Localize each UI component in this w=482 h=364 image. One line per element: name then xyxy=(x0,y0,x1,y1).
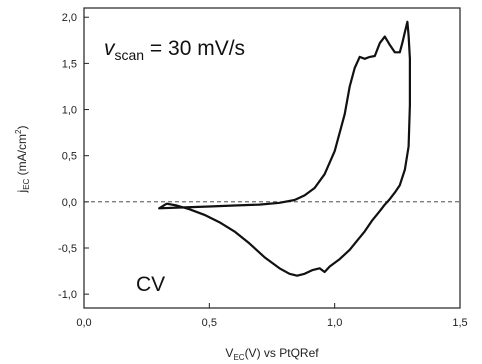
x-tick-label: 0,5 xyxy=(202,317,217,329)
y-tick-label: -1,0 xyxy=(58,289,77,301)
y-axis-title-main: j xyxy=(15,190,29,194)
y-tick-label: 1,5 xyxy=(62,58,77,70)
ticks-layer: 0,0 0,5 1,0 1,5 -1,0 -0,5 0,0 0,5 1,0 1,5 2,0 xyxy=(58,12,468,329)
plot-frame xyxy=(83,7,461,309)
y-tick-label: -0,5 xyxy=(58,243,77,255)
x-tick-label: 0,0 xyxy=(76,317,91,329)
y-tick-label: 0,5 xyxy=(62,151,77,163)
x-tick-label: 1,5 xyxy=(452,317,467,329)
scan-rate-annotation: vscan = 30 mV/s xyxy=(104,37,245,63)
scan-rate-sub: scan xyxy=(115,47,145,63)
cv-curve-series-0 xyxy=(158,20,411,277)
y-axis-title-close: ) xyxy=(15,126,29,130)
scan-rate-var: v xyxy=(104,37,116,60)
y-axis-title-rest: (mA/cm xyxy=(15,134,29,179)
y-axis-title-sub: EC xyxy=(22,178,31,189)
y-tick-label: 2,0 xyxy=(62,12,77,24)
cv-label: CV xyxy=(136,273,165,296)
y-axis-title: jEC (mA/cm2) xyxy=(14,126,31,194)
y-axis-title-sup: 2 xyxy=(14,129,23,134)
x-axis-title-main: V xyxy=(225,346,233,360)
x-axis-title-sub: EC xyxy=(233,353,244,362)
x-tick-label: 1,0 xyxy=(327,317,342,329)
x-axis-title-rest: (V) vs PtQRef xyxy=(245,346,320,360)
y-tick-label: 1,0 xyxy=(62,105,77,117)
y-tick-label: 0,0 xyxy=(62,197,77,209)
series-layer xyxy=(158,20,411,277)
x-axis-title: VEC(V) vs PtQRef xyxy=(225,346,319,362)
scan-rate-text: = 30 mV/s xyxy=(144,37,245,60)
